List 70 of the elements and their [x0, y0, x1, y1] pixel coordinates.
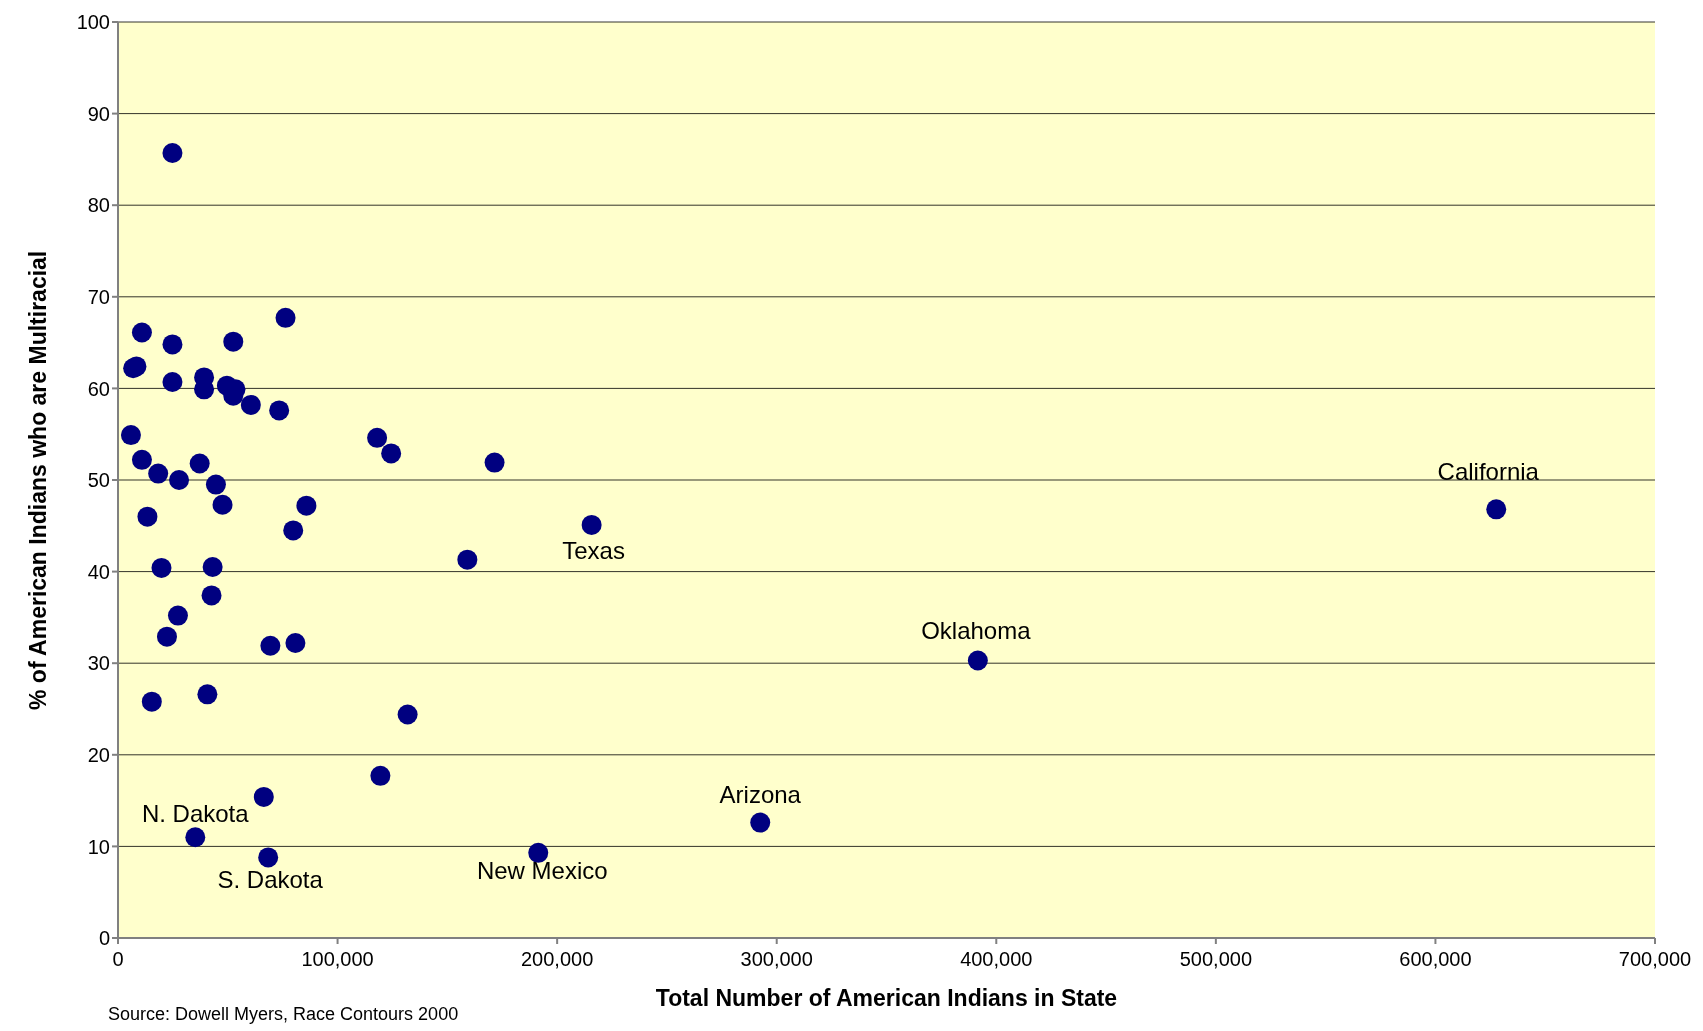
x-tick-label: 200,000	[520, 948, 594, 971]
point	[381, 443, 402, 464]
x-tick-label: 300,000	[740, 948, 813, 971]
point	[457, 549, 478, 570]
point	[528, 842, 549, 863]
point	[484, 452, 505, 473]
annotation: Arizona	[719, 780, 802, 808]
annotation: Texas	[562, 537, 625, 565]
y-tick-label: 80	[87, 194, 110, 217]
source-note: Source: Dowell Myers, Race Contours 2000	[108, 1004, 459, 1025]
point	[141, 691, 162, 712]
y-tick-label: 30	[87, 652, 110, 675]
y-tick-label: 70	[87, 285, 110, 308]
point	[296, 495, 317, 516]
point	[275, 307, 296, 328]
point	[370, 765, 391, 786]
x-tick-label: 700,000	[1618, 948, 1692, 971]
point	[156, 626, 177, 647]
point	[205, 474, 226, 495]
x-tick-label: 0	[112, 948, 124, 971]
x-tick-label: 500,000	[1179, 948, 1253, 971]
point	[120, 425, 141, 446]
point	[1486, 499, 1507, 520]
point	[223, 331, 244, 352]
y-tick-label: 60	[87, 377, 110, 400]
x-tick-label: 100,000	[301, 948, 374, 971]
point	[202, 557, 223, 578]
annotation: S. Dakota	[217, 865, 324, 893]
point	[269, 400, 290, 421]
y-tick-label: 50	[87, 469, 110, 492]
point	[197, 684, 218, 705]
point	[201, 585, 222, 606]
point	[162, 371, 183, 392]
point	[131, 322, 152, 343]
annotation: Oklahoma	[921, 616, 1032, 644]
point	[137, 506, 158, 527]
point	[750, 812, 771, 833]
point	[283, 520, 304, 541]
y-tick-label: 0	[98, 927, 110, 950]
point	[162, 142, 183, 163]
point	[581, 514, 602, 535]
point	[162, 334, 183, 355]
point	[167, 605, 188, 626]
point	[131, 449, 152, 470]
y-tick-label: 100	[76, 11, 110, 34]
point	[367, 427, 388, 448]
y-tick-label: 10	[87, 835, 110, 858]
x-tick-label: 400,000	[960, 948, 1033, 971]
point	[240, 394, 261, 415]
x-axis-title: Total Number of American Indians in State	[655, 985, 1118, 1011]
annotation: New Mexico	[476, 857, 608, 885]
y-axis-title: % of American Indians who are Multiracial	[25, 250, 52, 710]
point	[253, 786, 274, 807]
point	[967, 650, 988, 671]
annotation: California	[1437, 457, 1540, 485]
point	[189, 453, 210, 474]
point	[151, 557, 172, 578]
point	[260, 635, 281, 656]
point	[397, 704, 418, 725]
x-tick-label: 600,000	[1399, 948, 1472, 971]
point	[169, 470, 190, 490]
y-tick-label: 20	[87, 743, 110, 766]
point	[258, 847, 279, 868]
point	[148, 463, 169, 484]
point	[212, 494, 233, 515]
point	[285, 633, 306, 654]
point	[185, 827, 206, 848]
y-tick-label: 40	[87, 560, 110, 583]
annotation: N. Dakota	[141, 799, 250, 827]
y-tick-label: 90	[87, 102, 110, 125]
